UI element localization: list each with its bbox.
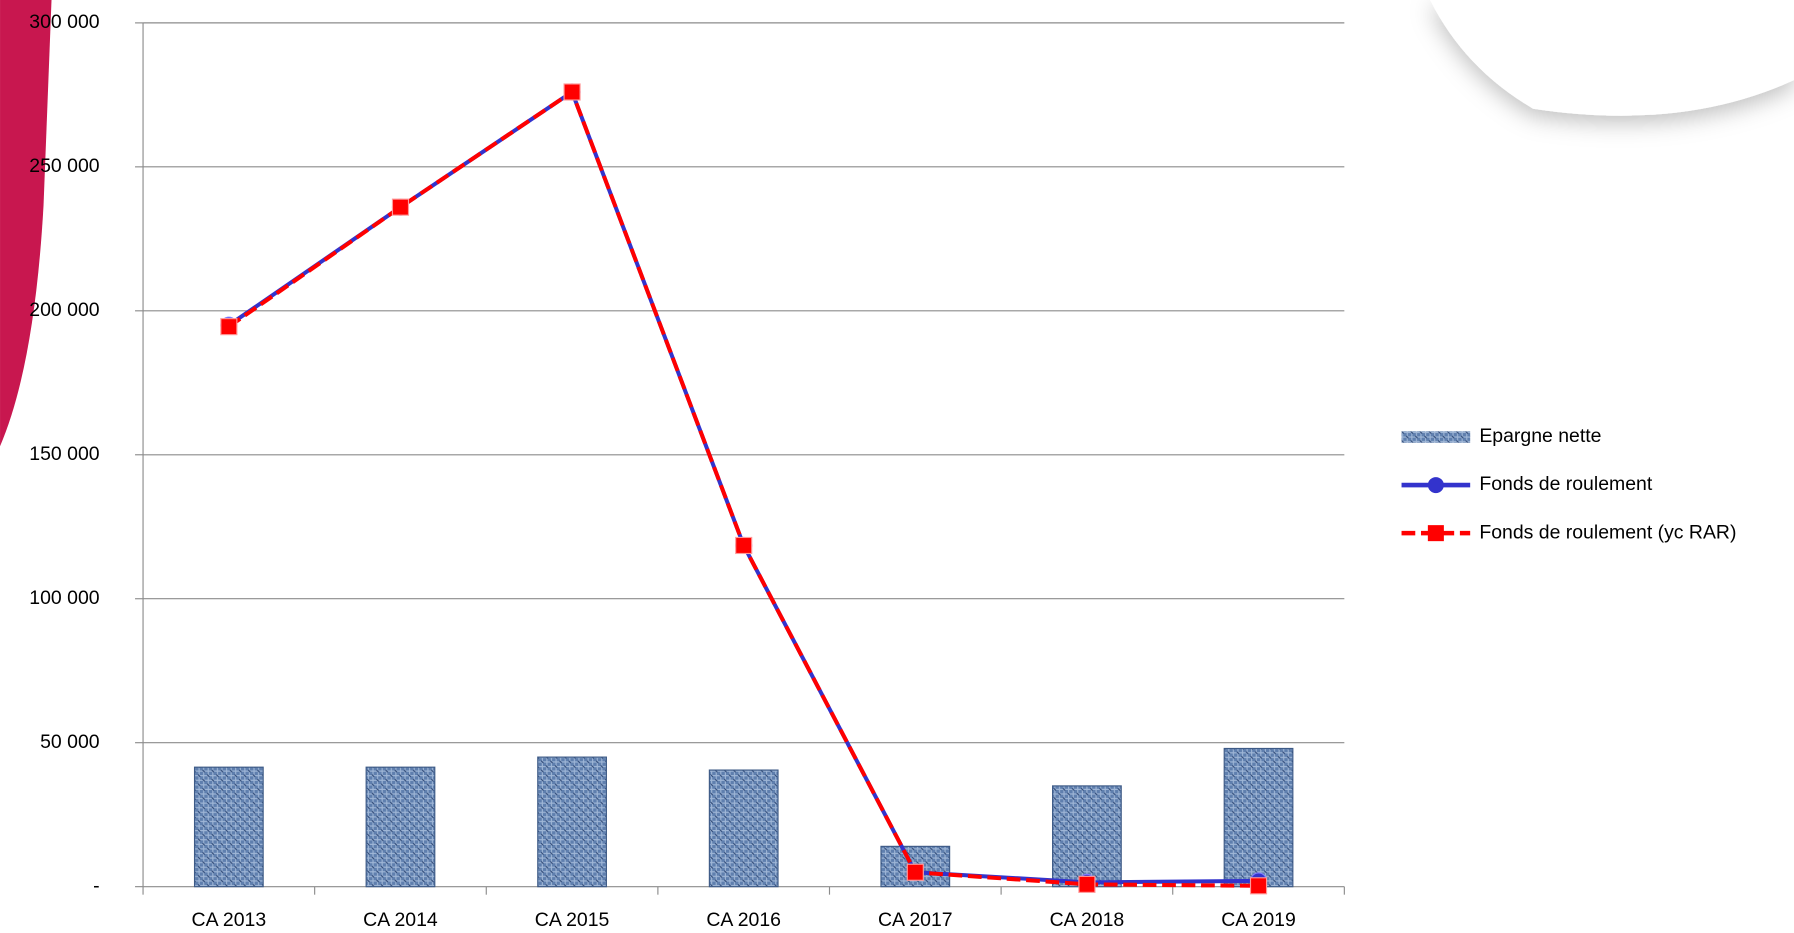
marker (1078, 875, 1096, 893)
bar (708, 769, 779, 888)
x-tick-label: CA 2017 (878, 909, 953, 931)
x-tick-label: CA 2013 (192, 909, 267, 931)
legend-marker (1427, 477, 1444, 494)
y-tick-label: 50 000 (40, 731, 100, 753)
y-tick-label: 150 000 (29, 443, 99, 465)
y-tick-label: 200 000 (29, 299, 99, 321)
marker (391, 198, 410, 216)
x-tick-label: CA 2014 (363, 909, 438, 931)
bar (537, 756, 607, 888)
legend-marker (1427, 525, 1444, 542)
marker (563, 83, 581, 101)
x-tick-label: CA 2016 (706, 909, 781, 931)
y-tick-label: 100 000 (29, 587, 99, 609)
y-tick-label: - (93, 875, 99, 897)
x-tick-label: CA 2018 (1050, 909, 1125, 931)
bar (1052, 785, 1122, 888)
y-tick-label: 250 000 (29, 155, 99, 177)
x-tick-label: CA 2015 (535, 909, 610, 931)
bar (365, 766, 436, 888)
legend-label: Epargne nette (1479, 425, 1601, 447)
x-tick-label: CA 2019 (1221, 909, 1296, 931)
decoration (1430, 0, 1794, 116)
marker (220, 318, 238, 336)
bar (193, 766, 264, 888)
marker (735, 536, 753, 555)
legend-label: Fonds de roulement (1479, 473, 1652, 495)
line (227, 88, 1259, 885)
bar (1223, 747, 1294, 888)
decoration (0, 0, 52, 447)
marker (906, 863, 924, 881)
y-tick-label: 300 000 (29, 11, 99, 33)
marker (1249, 877, 1268, 895)
legend-label: Fonds de roulement (yc RAR) (1479, 521, 1736, 543)
legend-swatch (1401, 431, 1471, 443)
